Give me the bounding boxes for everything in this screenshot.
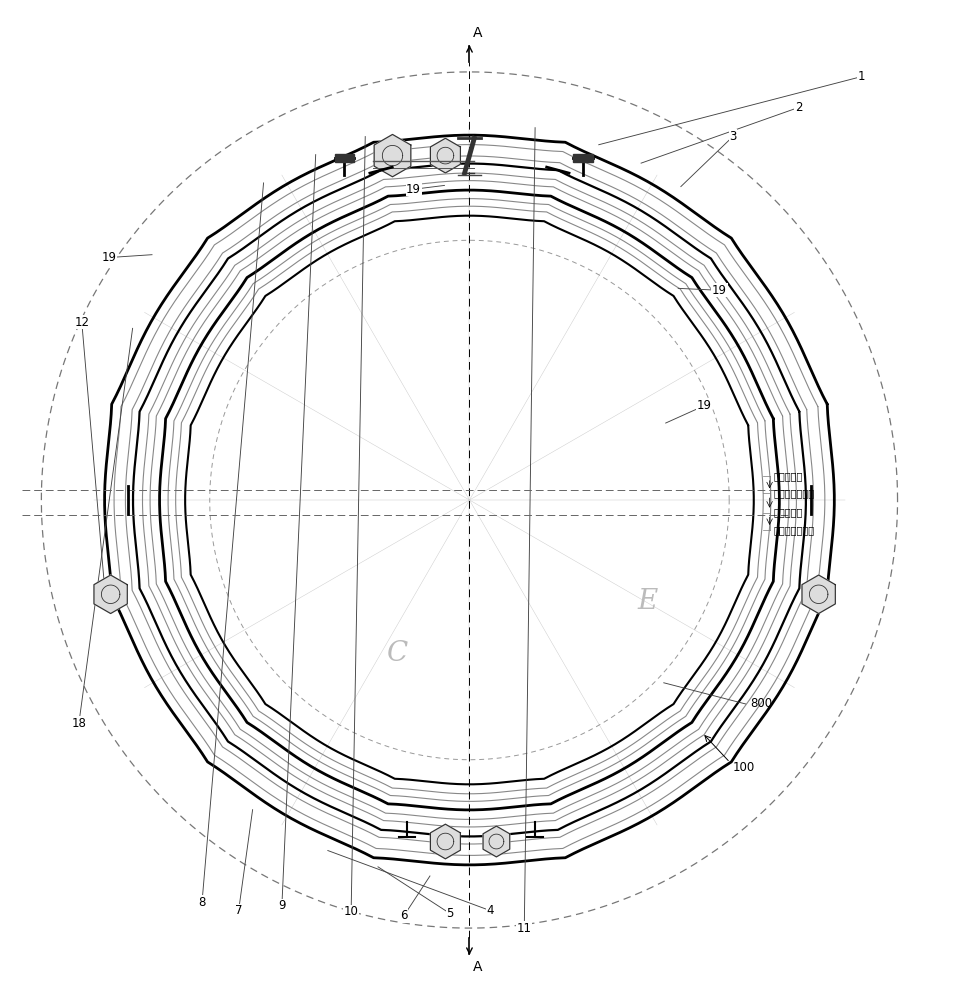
Text: A: A xyxy=(472,26,481,40)
Text: 液氮热沉中心线: 液氮热沉中心线 xyxy=(773,525,814,535)
Text: 1: 1 xyxy=(856,70,864,83)
Text: 19: 19 xyxy=(711,284,727,297)
Text: 100: 100 xyxy=(732,761,754,774)
Text: E: E xyxy=(636,588,657,615)
Polygon shape xyxy=(801,575,834,614)
Text: 19: 19 xyxy=(101,251,116,264)
Polygon shape xyxy=(334,154,354,162)
Text: 18: 18 xyxy=(71,717,86,730)
Text: 5: 5 xyxy=(446,907,454,920)
Polygon shape xyxy=(374,134,410,177)
Text: 800: 800 xyxy=(750,697,772,710)
Text: 舱体中心线: 舱体中心线 xyxy=(773,508,802,518)
Text: 3: 3 xyxy=(728,130,736,143)
Text: 19: 19 xyxy=(696,399,711,412)
Polygon shape xyxy=(573,154,592,162)
Text: 骨架中心线: 骨架中心线 xyxy=(773,471,802,481)
Polygon shape xyxy=(94,575,127,614)
Text: 8: 8 xyxy=(198,896,206,909)
Text: 4: 4 xyxy=(486,904,494,917)
Text: C: C xyxy=(386,640,407,667)
Text: 液氮热沉中心线: 液氮热沉中心线 xyxy=(773,488,814,498)
Text: A: A xyxy=(472,960,481,974)
Text: 19: 19 xyxy=(406,183,421,196)
Text: 12: 12 xyxy=(74,316,89,329)
Text: 7: 7 xyxy=(234,904,242,917)
Text: 6: 6 xyxy=(400,909,407,922)
Polygon shape xyxy=(482,826,509,857)
Text: 11: 11 xyxy=(516,922,531,935)
Text: 2: 2 xyxy=(794,101,801,114)
Polygon shape xyxy=(430,138,460,173)
Text: 9: 9 xyxy=(278,899,285,912)
Text: 10: 10 xyxy=(343,905,358,918)
Polygon shape xyxy=(430,824,460,859)
